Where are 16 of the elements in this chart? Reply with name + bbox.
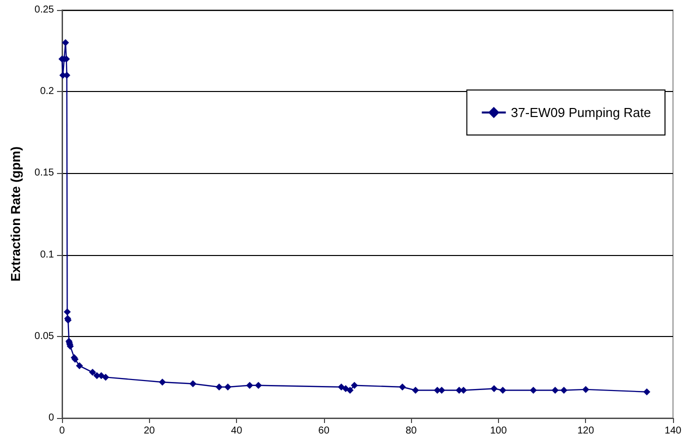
x-tick-label: 0 <box>59 426 66 436</box>
legend-label: 37-EW09 Pumping Rate <box>510 105 652 120</box>
y-tick-label: 0.25 <box>34 4 54 16</box>
y-tick-label: 0.2 <box>40 86 54 98</box>
x-tick-label: 40 <box>231 426 243 436</box>
x-tick-label: 60 <box>318 426 330 436</box>
x-tick-label: 20 <box>144 426 156 436</box>
x-tick-label: 80 <box>406 426 418 436</box>
x-tick-label: 140 <box>664 426 682 436</box>
y-tick-label: 0 <box>48 412 54 424</box>
y-axis-title: Extraction Rate (gpm) <box>8 146 23 282</box>
y-tick-label: 0.1 <box>40 249 54 260</box>
x-tick-label: 120 <box>577 426 594 436</box>
y-tick-label: 0.05 <box>34 330 54 342</box>
x-tick-label: 100 <box>490 426 508 436</box>
y-tick-label: 0.15 <box>34 168 54 179</box>
